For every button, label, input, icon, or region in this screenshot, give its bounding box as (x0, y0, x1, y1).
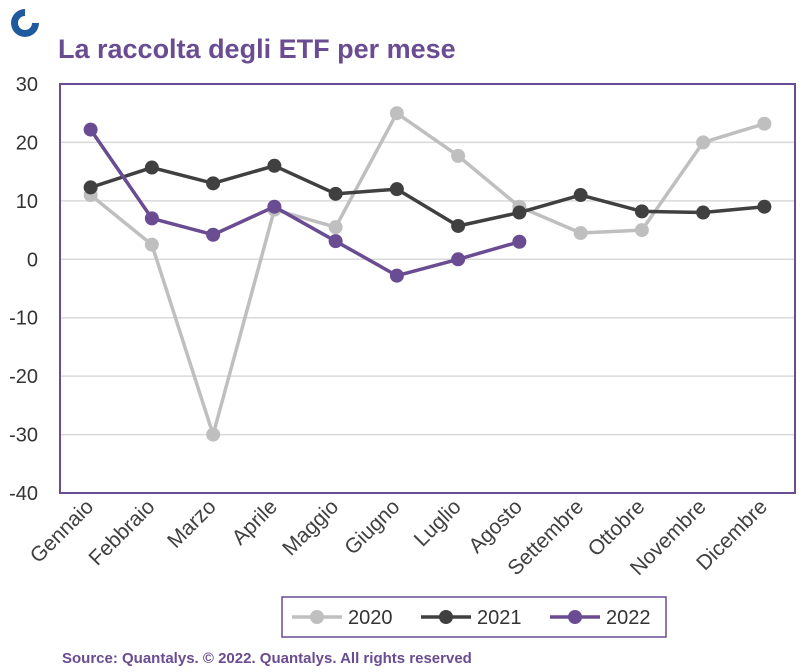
data-point (512, 234, 527, 249)
data-point (144, 160, 159, 175)
data-point (573, 188, 588, 203)
data-point (634, 204, 649, 219)
y-tick-label: -40 (9, 483, 38, 505)
y-tick-label: -30 (9, 425, 38, 447)
data-point (696, 135, 711, 150)
legend-item-2020: 2020 (292, 607, 393, 629)
quantalys-ring-icon (11, 9, 39, 37)
legend-swatch-marker (310, 610, 324, 624)
y-tick-label: 20 (16, 132, 38, 154)
data-point (634, 223, 649, 238)
series-lines (83, 106, 772, 442)
plot-frame (59, 83, 796, 494)
data-point (389, 268, 404, 283)
data-point (389, 182, 404, 197)
data-point (757, 116, 772, 131)
legend-label: 2022 (606, 607, 651, 629)
data-point (144, 237, 159, 252)
series-2021 (83, 158, 772, 233)
data-point (267, 199, 282, 214)
data-point (451, 148, 466, 163)
data-point (267, 158, 282, 173)
data-point (206, 427, 221, 442)
data-point (696, 205, 711, 220)
data-point (206, 227, 221, 242)
y-tick-label: 10 (16, 191, 38, 213)
data-point (757, 199, 772, 214)
data-point (328, 220, 343, 235)
source-note: Source: Quantalys. © 2022. Quantalys. Al… (62, 650, 472, 667)
legend-item-2021: 2021 (421, 607, 522, 629)
series-2020 (83, 106, 772, 442)
x-tick-label: Luglio (410, 495, 466, 551)
data-point (83, 122, 98, 137)
y-tick-label: -20 (9, 366, 38, 388)
legend: 2020 2021 2022 (281, 596, 667, 638)
data-point (451, 252, 466, 267)
grid-lines (60, 141, 795, 436)
data-point (512, 205, 527, 220)
series-line (90, 164, 765, 228)
y-tick-label: 30 (16, 74, 38, 96)
data-point (451, 218, 466, 233)
data-point (328, 234, 343, 249)
data-point (573, 225, 588, 240)
data-point (328, 186, 343, 201)
data-point (83, 180, 98, 195)
data-point (206, 176, 221, 191)
x-tick-label: Marzo (163, 495, 221, 553)
data-point (389, 106, 404, 121)
legend-swatch-marker (439, 610, 453, 624)
legend-label: 2020 (348, 607, 393, 629)
y-tick-label: 0 (27, 249, 38, 271)
legend-swatch-marker (568, 610, 582, 624)
series-2022 (83, 122, 527, 283)
series-line (89, 111, 765, 437)
series-line (89, 128, 520, 278)
data-point (144, 211, 159, 226)
legend-label: 2021 (477, 607, 522, 629)
y-axis-tick-labels: 30 20 10 0 -10 -20 -30 -40 (9, 74, 38, 505)
x-tick-label: Giugno (340, 495, 404, 559)
x-tick-label: Maggio (278, 495, 343, 560)
legend-item-2022: 2022 (550, 607, 651, 629)
x-tick-label: Febbraio (85, 495, 160, 570)
y-tick-label: -10 (9, 308, 38, 330)
x-tick-label: Aprile (228, 495, 282, 549)
legend-frame (281, 596, 667, 638)
chart-title: La raccolta degli ETF per mese (58, 34, 456, 64)
